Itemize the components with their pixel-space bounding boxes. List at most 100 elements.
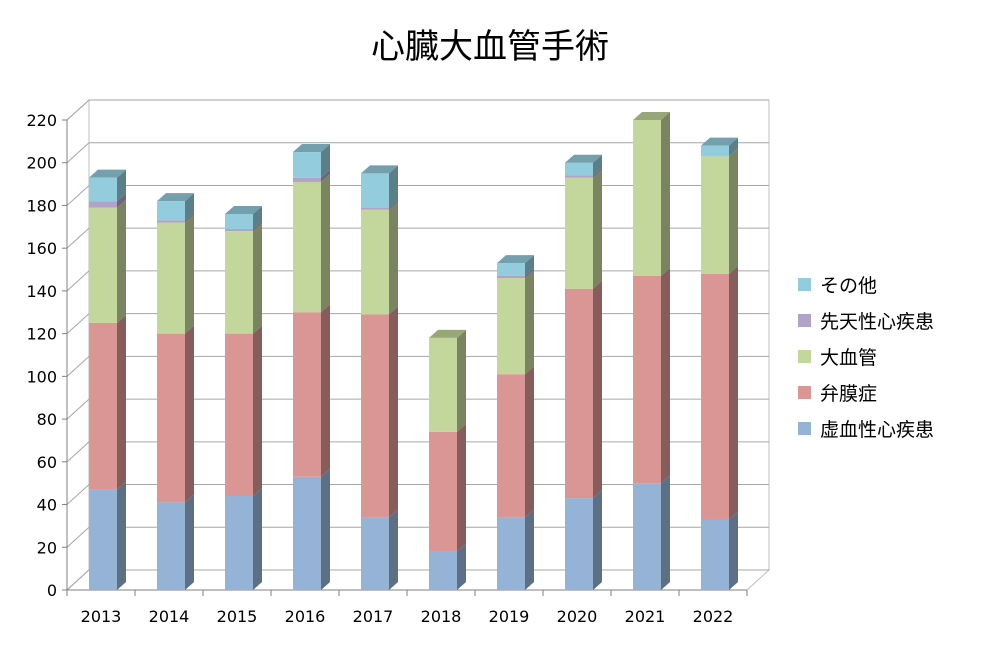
bar-segment-front xyxy=(89,322,117,490)
bar-segment-side xyxy=(593,167,602,178)
bar-segment-front xyxy=(565,498,593,590)
bar-segment-front xyxy=(497,517,525,590)
legend-swatch xyxy=(798,314,811,327)
y-tick-label: 20 xyxy=(37,538,57,557)
bar-2017 xyxy=(361,165,398,590)
bar-segment-side xyxy=(389,165,398,208)
x-tick-label: 2019 xyxy=(489,607,530,626)
bar-2014 xyxy=(157,193,194,590)
bar-segment-side xyxy=(525,366,534,518)
bar-segment-front xyxy=(293,181,321,313)
bar-segment-front xyxy=(633,120,661,276)
bar-segment-front xyxy=(429,337,457,432)
bar-segment-side xyxy=(457,543,466,590)
bar-segment-front xyxy=(701,273,729,520)
bar-segment-side xyxy=(253,325,262,496)
y-tick-label: 40 xyxy=(37,496,57,515)
y-tick-label: 160 xyxy=(26,239,57,258)
bar-segment-front xyxy=(497,275,525,279)
bar-segment-front xyxy=(429,431,457,552)
bar-segment-side xyxy=(389,199,398,210)
bar-segment-front xyxy=(497,278,525,375)
bar-2015 xyxy=(225,206,262,590)
bar-segment-front xyxy=(157,201,185,221)
bar-segment-front xyxy=(361,314,389,518)
side-wall xyxy=(66,98,90,592)
bar-segment-side xyxy=(117,481,126,590)
y-tick-label: 140 xyxy=(26,282,57,301)
bar-segment-front xyxy=(565,288,593,499)
gridline xyxy=(66,142,769,164)
chart-title: 心臓大血管手術 xyxy=(371,27,609,67)
bar-segment-front xyxy=(225,228,253,232)
bar-segment-top xyxy=(429,329,466,338)
bar-segment-side xyxy=(321,144,330,178)
bar-segment-side xyxy=(117,314,126,490)
legend-label: その他 xyxy=(820,275,877,297)
bar-segment-top xyxy=(89,169,126,178)
y-axis: 0 20 40 60 80 100 120 140 160 180 200 220 xyxy=(26,111,68,600)
x-tick-label: 2015 xyxy=(217,607,258,626)
bar-segment-front xyxy=(701,156,729,274)
bar-segment-front xyxy=(293,476,321,590)
bar-segment-side xyxy=(185,193,194,221)
bar-segment-front xyxy=(225,496,253,590)
bar-segment-side xyxy=(253,223,262,334)
y-tick-label: 180 xyxy=(26,196,57,215)
bar-segment-front xyxy=(225,231,253,334)
bar-segment-side xyxy=(593,490,602,590)
bar-segment-front xyxy=(89,489,117,590)
x-tick-label: 2017 xyxy=(353,607,394,626)
bar-segment-side xyxy=(253,206,262,229)
bar-segment-side xyxy=(321,169,330,182)
bar-segment-side xyxy=(389,201,398,315)
bar-segment-front xyxy=(361,209,389,315)
gridline xyxy=(66,99,769,121)
bar-segment-side xyxy=(185,212,194,223)
bar-segment-front xyxy=(225,214,253,229)
bar-segment-front xyxy=(225,333,253,496)
legend-label: 弁膜症 xyxy=(820,383,877,405)
bar-segment-side xyxy=(729,511,738,590)
x-tick-label: 2020 xyxy=(557,607,598,626)
bar-segment-front xyxy=(361,517,389,590)
legend-label: 虚血性心疾患 xyxy=(820,419,934,441)
x-tick-label: 2022 xyxy=(693,607,734,626)
bar-2016 xyxy=(293,144,330,590)
bar-segment-side xyxy=(117,193,126,208)
bar-segment-front xyxy=(633,483,661,590)
bar-segment-side xyxy=(729,137,738,157)
bar-segment-front xyxy=(701,519,729,590)
y-tick-label: 100 xyxy=(26,367,57,386)
x-tick-label: 2018 xyxy=(421,607,462,626)
bar-segment-top xyxy=(157,193,194,202)
bar-segment-side xyxy=(525,267,534,279)
bar-2021 xyxy=(633,112,670,590)
bar-segment-front xyxy=(89,177,117,202)
bar-segment-side xyxy=(321,304,330,477)
bar-segment-side xyxy=(117,199,126,323)
bar-segment-side xyxy=(661,267,670,484)
bar-segment-side xyxy=(185,325,194,503)
y-tick-label: 80 xyxy=(37,410,57,429)
bar-segment-front xyxy=(497,263,525,276)
bar-segment-front xyxy=(361,173,389,208)
bar-segment-side xyxy=(117,169,126,202)
bar-segment-top xyxy=(293,144,330,153)
bar-2018 xyxy=(429,329,466,590)
bar-segment-front xyxy=(293,152,321,178)
bar-segment-front xyxy=(293,177,321,182)
bar-segment-top xyxy=(565,154,602,163)
bar-segment-side xyxy=(321,173,330,313)
bar-segment-side xyxy=(661,112,670,276)
legend-swatch xyxy=(798,386,811,399)
y-tick-label: 60 xyxy=(37,453,57,472)
x-axis: 2013 2014 2015 2016 2017 2018 2019 2020 2021 2022 xyxy=(66,589,748,626)
bar-segment-front xyxy=(89,201,117,208)
bar-segment-top xyxy=(361,165,398,174)
bar-segment-front xyxy=(157,502,185,590)
bar-segment-side xyxy=(185,494,194,590)
